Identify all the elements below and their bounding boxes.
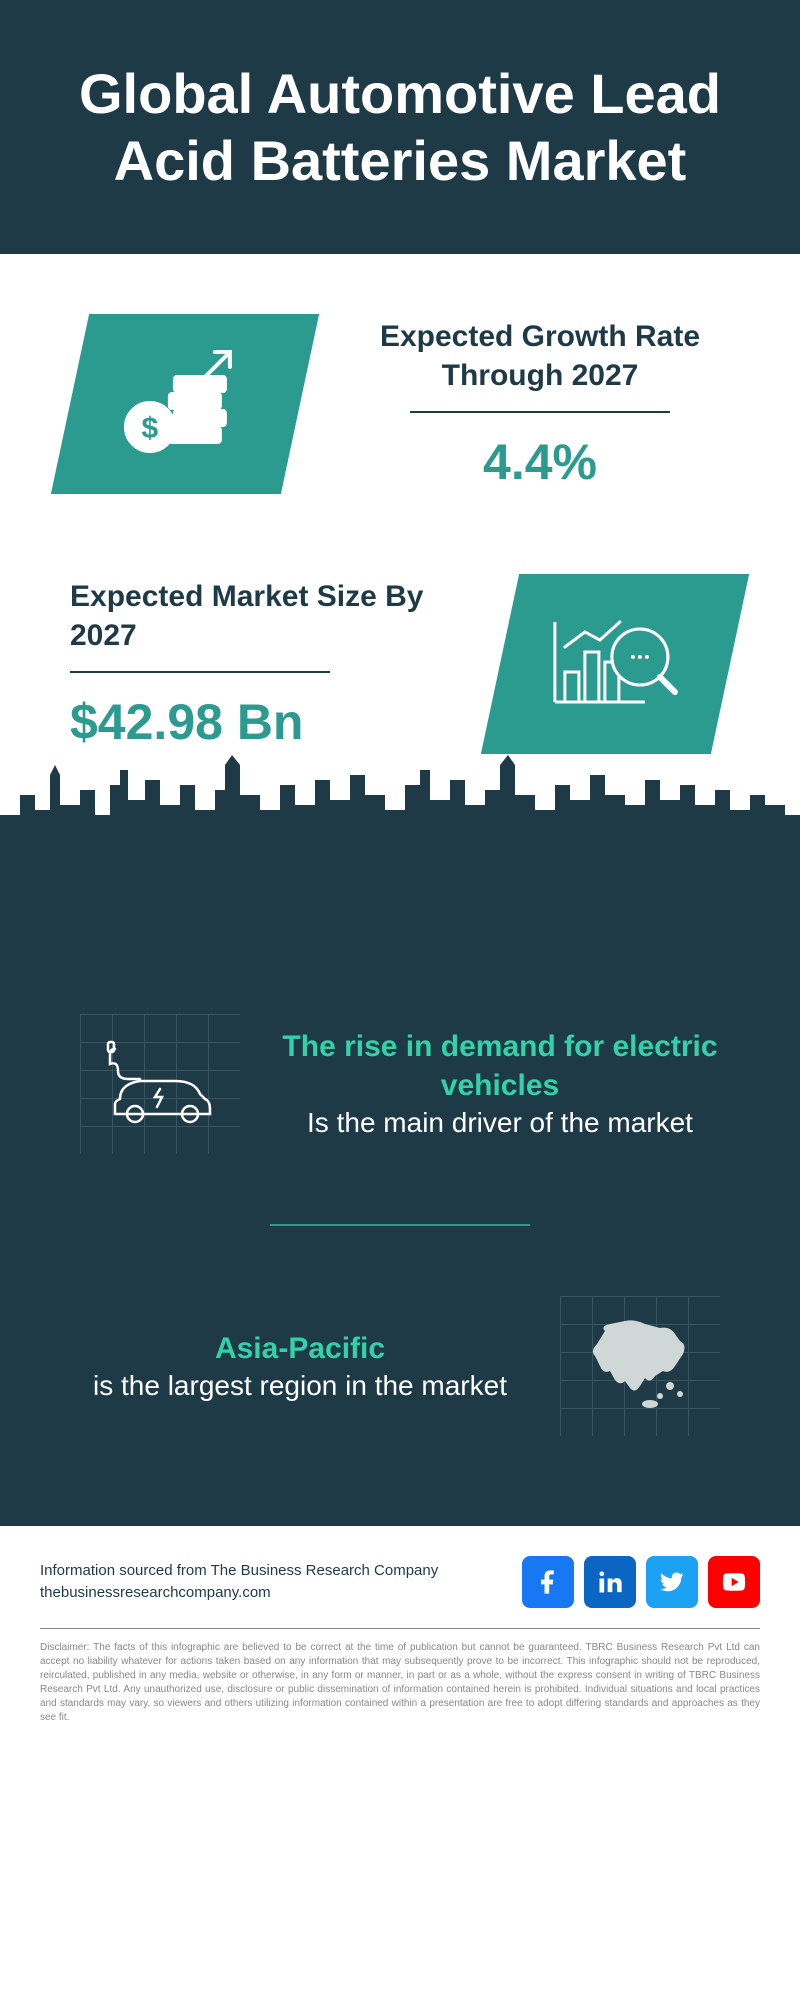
stat-value: 4.4% bbox=[350, 433, 730, 491]
divider bbox=[410, 411, 670, 413]
highlight-text: Asia-Pacific bbox=[80, 1329, 520, 1368]
chart-magnify-icon bbox=[545, 602, 685, 722]
asia-icon-grid bbox=[560, 1296, 720, 1436]
social-links bbox=[522, 1556, 760, 1608]
money-growth-icon: $ bbox=[120, 342, 250, 462]
driver-ev-text: The rise in demand for electric vehicles… bbox=[280, 1027, 720, 1141]
section-divider bbox=[270, 1224, 530, 1226]
driver-region: Asia-Pacific is the largest region in th… bbox=[0, 1266, 800, 1466]
source-line: Information sourced from The Business Re… bbox=[40, 1560, 438, 1583]
stat-label: Expected Market Size By 2027 bbox=[70, 577, 450, 655]
linkedin-link[interactable] bbox=[584, 1556, 636, 1608]
stat-growth-text: Expected Growth Rate Through 2027 4.4% bbox=[350, 317, 730, 491]
skyline-graphic bbox=[0, 864, 800, 984]
highlight-text: The rise in demand for electric vehicles bbox=[280, 1027, 720, 1105]
growth-icon-panel: $ bbox=[51, 314, 319, 494]
skyline-silhouette bbox=[0, 745, 800, 865]
facebook-icon bbox=[534, 1568, 562, 1596]
stat-market-size: Expected Market Size By 2027 $42.98 Bn bbox=[70, 574, 730, 754]
page-title: Global Automotive Lead Acid Batteries Ma… bbox=[40, 60, 760, 194]
stat-growth-rate: $ Expected Growth Rate Through 2027 4.4% bbox=[70, 314, 730, 494]
divider bbox=[70, 671, 330, 673]
stat-value: $42.98 Bn bbox=[70, 693, 450, 751]
linkedin-icon bbox=[596, 1568, 624, 1596]
asia-map-icon bbox=[575, 1316, 705, 1416]
twitter-link[interactable] bbox=[646, 1556, 698, 1608]
source-attribution: Information sourced from The Business Re… bbox=[40, 1560, 438, 1605]
twitter-icon bbox=[658, 1568, 686, 1596]
source-url: thebusinessresearchcompany.com bbox=[40, 1582, 438, 1605]
youtube-link[interactable] bbox=[708, 1556, 760, 1608]
driver-ev-demand: The rise in demand for electric vehicles… bbox=[0, 984, 800, 1184]
disclaimer-text: Disclaimer: The facts of this infographi… bbox=[40, 1628, 760, 1755]
ev-icon-grid bbox=[80, 1014, 240, 1154]
footer: Information sourced from The Business Re… bbox=[0, 1526, 800, 1628]
driver-region-text: Asia-Pacific is the largest region in th… bbox=[80, 1329, 520, 1404]
sub-text: is the largest region in the market bbox=[80, 1368, 520, 1404]
youtube-icon bbox=[720, 1568, 748, 1596]
stat-label: Expected Growth Rate Through 2027 bbox=[350, 317, 730, 395]
stat-market-text: Expected Market Size By 2027 $42.98 Bn bbox=[70, 577, 450, 751]
header-banner: Global Automotive Lead Acid Batteries Ma… bbox=[0, 0, 800, 254]
sub-text: Is the main driver of the market bbox=[280, 1105, 720, 1141]
drivers-section: The rise in demand for electric vehicles… bbox=[0, 864, 800, 1526]
facebook-link[interactable] bbox=[522, 1556, 574, 1608]
electric-car-icon bbox=[100, 1039, 220, 1129]
svg-text:$: $ bbox=[142, 412, 159, 445]
market-icon-panel bbox=[481, 574, 749, 754]
